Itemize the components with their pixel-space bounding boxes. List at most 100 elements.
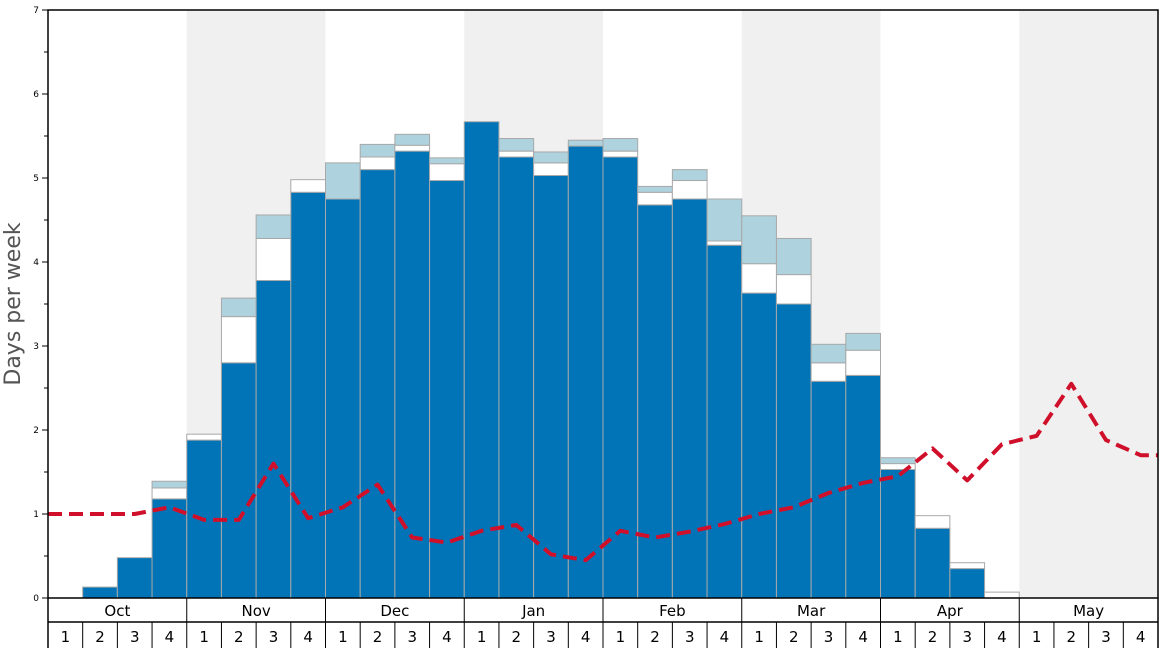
bar-main — [775, 303, 812, 599]
bar-top — [429, 157, 465, 165]
bar-middle — [533, 162, 569, 176]
bar-middle — [637, 191, 673, 206]
week-label: 3 — [962, 628, 972, 646]
bar-main — [359, 169, 396, 599]
week-label: 1 — [199, 628, 209, 646]
y-tick-label: 2 — [33, 426, 39, 436]
bar-top — [220, 297, 257, 318]
month-label-jan: Jan — [521, 602, 545, 620]
week-label: 2 — [789, 628, 799, 646]
bar-middle — [290, 179, 326, 193]
week-label: 2 — [928, 628, 938, 646]
week-label: 3 — [685, 628, 695, 646]
bar-middle — [984, 591, 1020, 599]
bar-top — [359, 143, 396, 158]
bar-top — [602, 138, 639, 152]
week-label: 3 — [1101, 628, 1111, 646]
bar-main — [290, 191, 326, 599]
bar-top — [394, 133, 431, 146]
week-label: 4 — [581, 628, 591, 646]
bar-main — [671, 198, 708, 599]
bar-middle — [255, 237, 292, 281]
week-label: 4 — [442, 628, 452, 646]
bar-main — [255, 279, 292, 599]
y-tick-label: 6 — [33, 90, 39, 100]
bar-main — [914, 527, 951, 599]
week-label: 2 — [95, 628, 105, 646]
bar-top — [671, 169, 708, 182]
bar-main — [741, 292, 777, 599]
week-label: 1 — [338, 628, 348, 646]
bar-middle — [671, 180, 708, 200]
bar-main — [706, 244, 743, 599]
bar-middle — [810, 362, 847, 382]
bar-top — [151, 480, 188, 489]
week-label: 4 — [720, 628, 730, 646]
bar-top — [498, 138, 535, 152]
y-tick-label: 0 — [33, 594, 39, 604]
week-label: 1 — [1032, 628, 1042, 646]
bar-main — [220, 362, 257, 599]
week-label: 1 — [616, 628, 626, 646]
bar-middle — [429, 163, 465, 182]
bar-main — [116, 557, 153, 599]
week-axis: 1 2 3 4 1 2 3 4 1 2 3 4 1 2 3 4 1 2 3 4 1 2 3 4 1 2 3 4 1 2 3 4 — [61, 622, 1145, 648]
bar-top — [880, 457, 916, 465]
bar-middle — [914, 515, 951, 529]
week-label: 2 — [234, 628, 244, 646]
week-label: 4 — [858, 628, 868, 646]
week-label: 3 — [824, 628, 834, 646]
week-label: 2 — [373, 628, 383, 646]
week-label: 2 — [1067, 628, 1077, 646]
bar-middle — [186, 433, 222, 441]
bar-main — [533, 174, 569, 599]
bar-top — [637, 185, 673, 193]
bar-main — [602, 156, 639, 599]
bar-middle — [775, 274, 812, 305]
bar-top — [741, 215, 777, 265]
y-tick-label: 3 — [33, 342, 39, 352]
average-line — [48, 381, 1158, 563]
month-label-nov: Nov — [241, 602, 270, 620]
y-axis: 0 1 2 3 4 5 6 7 — [33, 6, 48, 604]
month-label-dec: Dec — [380, 602, 409, 620]
bar-top — [810, 343, 847, 364]
bar-main — [463, 121, 500, 599]
week-label: 4 — [303, 628, 313, 646]
bar-top — [567, 139, 604, 147]
bar-middle — [706, 240, 743, 246]
bar-middle — [394, 144, 431, 152]
bar-middle — [151, 487, 188, 500]
bar-main — [82, 586, 118, 599]
bar-top — [775, 237, 812, 276]
shade-may — [1019, 10, 1158, 598]
week-label: 4 — [165, 628, 175, 646]
bar-main — [637, 204, 673, 599]
bar-main — [880, 468, 916, 599]
week-label: 3 — [407, 628, 417, 646]
bar-middle — [220, 316, 257, 364]
y-axis-label: Days per week — [1, 222, 26, 385]
bar-middle — [498, 150, 535, 158]
month-label-feb: Feb — [659, 602, 686, 620]
week-label: 1 — [754, 628, 764, 646]
bar-middle — [359, 156, 396, 171]
bar-main — [394, 150, 431, 599]
week-label: 4 — [997, 628, 1007, 646]
month-label-mar: Mar — [797, 602, 826, 620]
week-label: 2 — [650, 628, 660, 646]
month-label-oct: Oct — [104, 602, 130, 620]
month-label-apr: Apr — [937, 602, 964, 620]
bar-main — [949, 568, 986, 599]
bar-middle — [845, 349, 881, 376]
average-line-path — [48, 381, 1158, 563]
bar-main — [325, 198, 361, 599]
week-label: 3 — [130, 628, 140, 646]
week-label: 2 — [512, 628, 522, 646]
y-tick-label: 7 — [33, 6, 39, 16]
y-tick-label: 4 — [33, 258, 39, 268]
week-label: 1 — [61, 628, 71, 646]
month-label-may: May — [1073, 602, 1104, 620]
bar-middle — [949, 562, 986, 570]
